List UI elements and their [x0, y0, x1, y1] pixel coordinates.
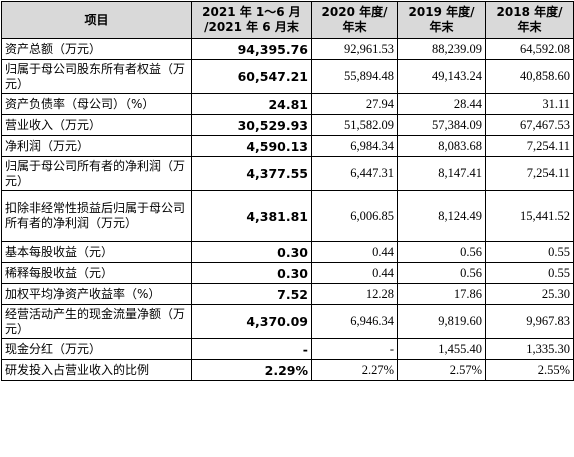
row-label: 现金分红（万元）	[1, 338, 192, 360]
cell-value: 4,590.13	[191, 135, 312, 157]
table-row: 现金分红（万元） - - 1,455.40 1,335.30	[1, 338, 574, 360]
row-label: 稀释每股收益（元）	[1, 262, 192, 284]
cell-value: 7.52	[191, 283, 312, 305]
cell-value: 60,547.21	[191, 59, 312, 94]
cell-value: 4,370.09	[191, 304, 312, 339]
cell-value: 12.28	[311, 283, 398, 305]
cell-value: 28.44	[397, 93, 486, 115]
cell-value: 4,381.81	[191, 190, 312, 242]
table-row: 稀释每股收益（元） 0.30 0.44 0.56 0.55	[1, 262, 574, 284]
row-label: 研发投入占营业收入的比例	[1, 359, 192, 381]
header-item: 项目	[1, 1, 192, 39]
cell-value: 4,377.55	[191, 156, 312, 191]
row-label: 资产总额（万元）	[1, 38, 192, 60]
cell-value: 7,254.11	[485, 156, 574, 191]
table-row: 加权平均净资产收益率（%） 7.52 12.28 17.86 25.30	[1, 283, 574, 305]
cell-value: 9,819.60	[397, 304, 486, 339]
cell-value: 8,083.68	[397, 135, 486, 157]
table-row: 资产总额（万元） 94,395.76 92,961.53 88,239.09 6…	[1, 38, 574, 60]
row-label: 资产负债率（母公司）（%）	[1, 93, 192, 115]
table-row: 归属于母公司股东所有者权益（万元） 60,547.21 55,894.48 49…	[1, 59, 574, 94]
cell-value: 0.55	[485, 262, 574, 284]
cell-value: 0.56	[397, 241, 486, 263]
row-label: 归属于母公司股东所有者权益（万元）	[1, 59, 192, 94]
cell-value: 30,529.93	[191, 114, 312, 136]
cell-value: 2.29%	[191, 359, 312, 381]
table-row: 净利润（万元） 4,590.13 6,984.34 8,083.68 7,254…	[1, 135, 574, 157]
table-row: 资产负债率（母公司）（%） 24.81 27.94 28.44 31.11	[1, 93, 574, 115]
header-2020: 2020 年度/ 年末	[311, 1, 398, 39]
cell-value: -	[191, 338, 312, 360]
table-row: 营业收入（万元） 30,529.93 51,582.09 57,384.09 6…	[1, 114, 574, 136]
header-row: 项目 2021 年 1～6 月 /2021 年 6 月末 2020 年度/ 年末…	[1, 1, 574, 39]
table-row: 经营活动产生的现金流量净额（万元） 4,370.09 6,946.34 9,81…	[1, 304, 574, 339]
cell-value: 49,143.24	[397, 59, 486, 94]
table-row: 基本每股收益（元） 0.30 0.44 0.56 0.55	[1, 241, 574, 263]
header-2021h1: 2021 年 1～6 月 /2021 年 6 月末	[191, 1, 312, 39]
cell-value: 67,467.53	[485, 114, 574, 136]
cell-value: 0.44	[311, 241, 398, 263]
cell-value: 57,384.09	[397, 114, 486, 136]
table-row: 归属于母公司所有者的净利润（万元） 4,377.55 6,447.31 8,14…	[1, 156, 574, 191]
cell-value: 0.56	[397, 262, 486, 284]
cell-value: 2.27%	[311, 359, 398, 381]
cell-value: 6,984.34	[311, 135, 398, 157]
cell-value: 88,239.09	[397, 38, 486, 60]
cell-value: 0.55	[485, 241, 574, 263]
cell-value: 2.57%	[397, 359, 486, 381]
cell-value: 8,124.49	[397, 190, 486, 242]
row-label: 经营活动产生的现金流量净额（万元）	[1, 304, 192, 339]
header-2019: 2019 年度/ 年末	[397, 1, 486, 39]
cell-value: 40,858.60	[485, 59, 574, 94]
cell-value: 24.81	[191, 93, 312, 115]
cell-value: 51,582.09	[311, 114, 398, 136]
row-label: 净利润（万元）	[1, 135, 192, 157]
row-label: 基本每股收益（元）	[1, 241, 192, 263]
cell-value: 1,455.40	[397, 338, 486, 360]
financial-indicators-table: 项目 2021 年 1～6 月 /2021 年 6 月末 2020 年度/ 年末…	[1, 1, 574, 381]
cell-value: 0.30	[191, 241, 312, 263]
table-row: 研发投入占营业收入的比例 2.29% 2.27% 2.57% 2.55%	[1, 359, 574, 381]
cell-value: 0.30	[191, 262, 312, 284]
cell-value: 2.55%	[485, 359, 574, 381]
cell-value: 8,147.41	[397, 156, 486, 191]
cell-value: 15,441.52	[485, 190, 574, 242]
cell-value: 31.11	[485, 93, 574, 115]
cell-value: 92,961.53	[311, 38, 398, 60]
cell-value: 9,967.83	[485, 304, 574, 339]
cell-value: 0.44	[311, 262, 398, 284]
cell-value: 6,006.85	[311, 190, 398, 242]
header-2018: 2018 年度/ 年末	[485, 1, 574, 39]
cell-value: 6,946.34	[311, 304, 398, 339]
cell-value: 7,254.11	[485, 135, 574, 157]
row-label: 扣除非经常性损益后归属于母公司所有者的净利润（万元）	[1, 190, 192, 242]
cell-value: -	[311, 338, 398, 360]
cell-value: 25.30	[485, 283, 574, 305]
cell-value: 27.94	[311, 93, 398, 115]
row-label: 加权平均净资产收益率（%）	[1, 283, 192, 305]
cell-value: 6,447.31	[311, 156, 398, 191]
table-row: 扣除非经常性损益后归属于母公司所有者的净利润（万元） 4,381.81 6,00…	[1, 190, 574, 242]
cell-value: 94,395.76	[191, 38, 312, 60]
cell-value: 64,592.08	[485, 38, 574, 60]
cell-value: 1,335.30	[485, 338, 574, 360]
row-label: 归属于母公司所有者的净利润（万元）	[1, 156, 192, 191]
row-label: 营业收入（万元）	[1, 114, 192, 136]
cell-value: 17.86	[397, 283, 486, 305]
cell-value: 55,894.48	[311, 59, 398, 94]
